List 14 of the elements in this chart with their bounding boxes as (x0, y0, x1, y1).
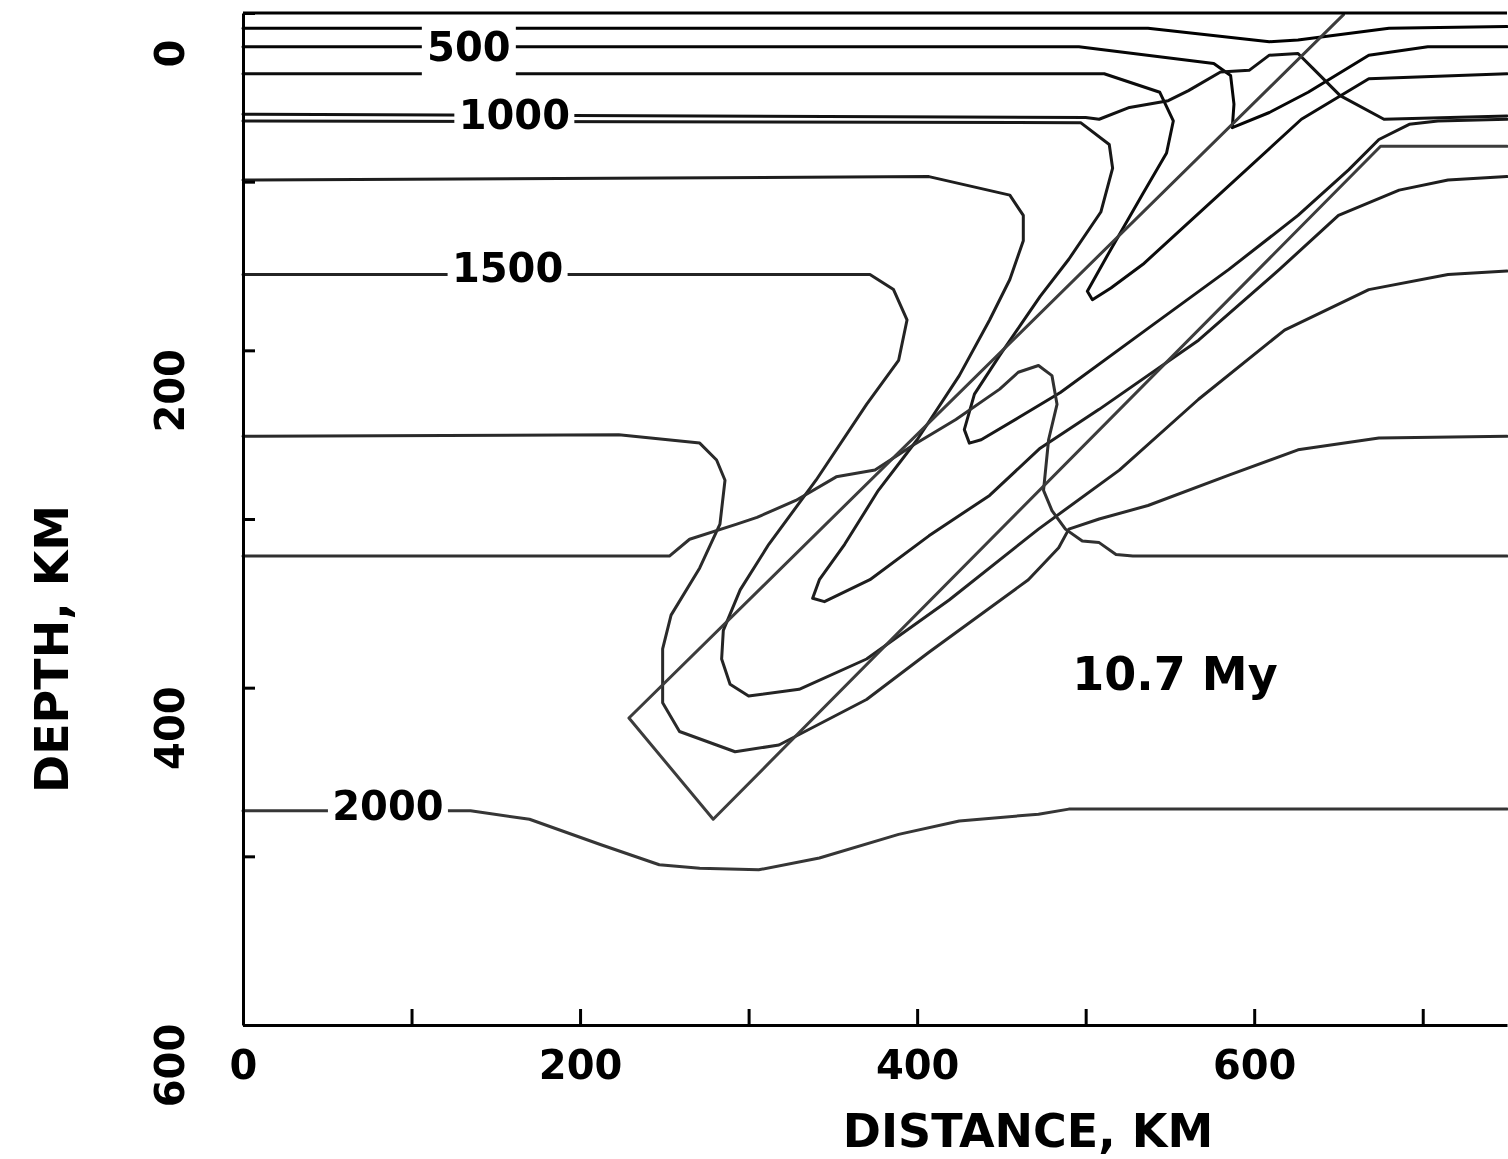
annotation: 1500 (451, 245, 564, 292)
x-axis-title: DISTANCE, KM (842, 1104, 1214, 1158)
annotation: 1000 (458, 91, 570, 138)
annotation: 2000 (332, 783, 444, 830)
y-tick-label: 400 (147, 686, 193, 770)
x-tick-label: 600 (1212, 1042, 1297, 1089)
y-tick-label: 0 (147, 39, 193, 68)
y-axis-title: DEPTH, KM (24, 504, 79, 794)
x-tick-label: 0 (229, 1042, 258, 1089)
x-tick-label: 400 (875, 1042, 960, 1089)
annotation: 10.7 My (1072, 647, 1278, 701)
y-tick-label: 200 (147, 349, 193, 433)
annotation: 500 (427, 24, 511, 71)
x-tick-label: 200 (538, 1042, 623, 1089)
